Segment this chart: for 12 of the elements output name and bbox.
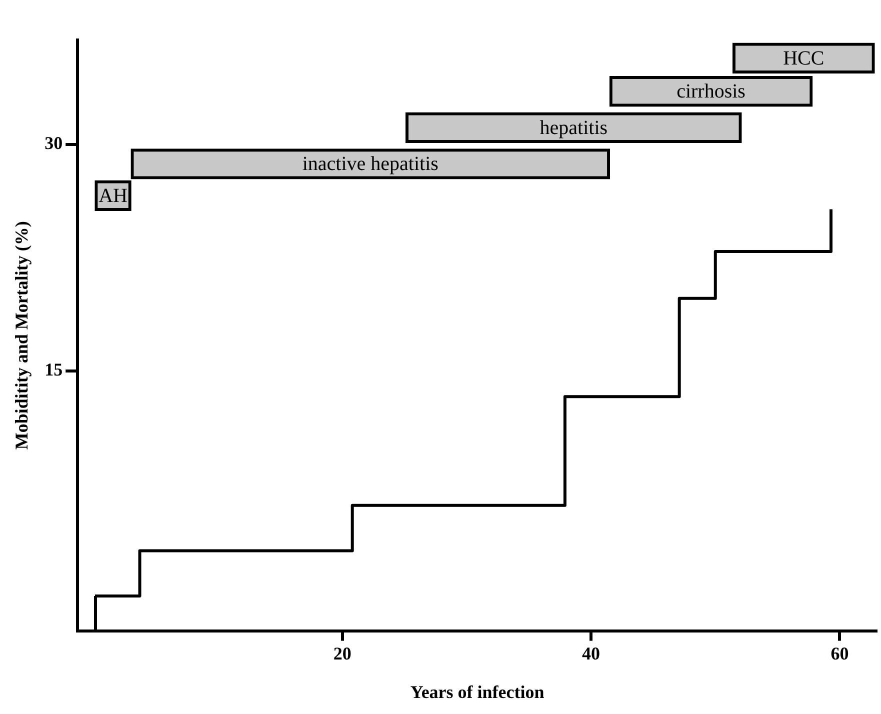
annotation: inactive hepatitis [302,153,439,176]
y-tick-label: 30 [44,132,63,153]
x-tick-label: 60 [830,643,849,664]
x-tick-label: 20 [333,643,352,664]
x-tick-label: 40 [582,643,600,664]
annotation: HCC [783,47,824,70]
y-axis-title: Mobiditity and Mortality (%) [11,221,32,450]
annotation: cirrhosis [676,80,746,103]
annotation: hepatitis [540,116,608,139]
x-axis-title: Years of infection [410,682,544,702]
y-tick-label: 15 [44,360,63,380]
annotation: AH [98,184,128,207]
